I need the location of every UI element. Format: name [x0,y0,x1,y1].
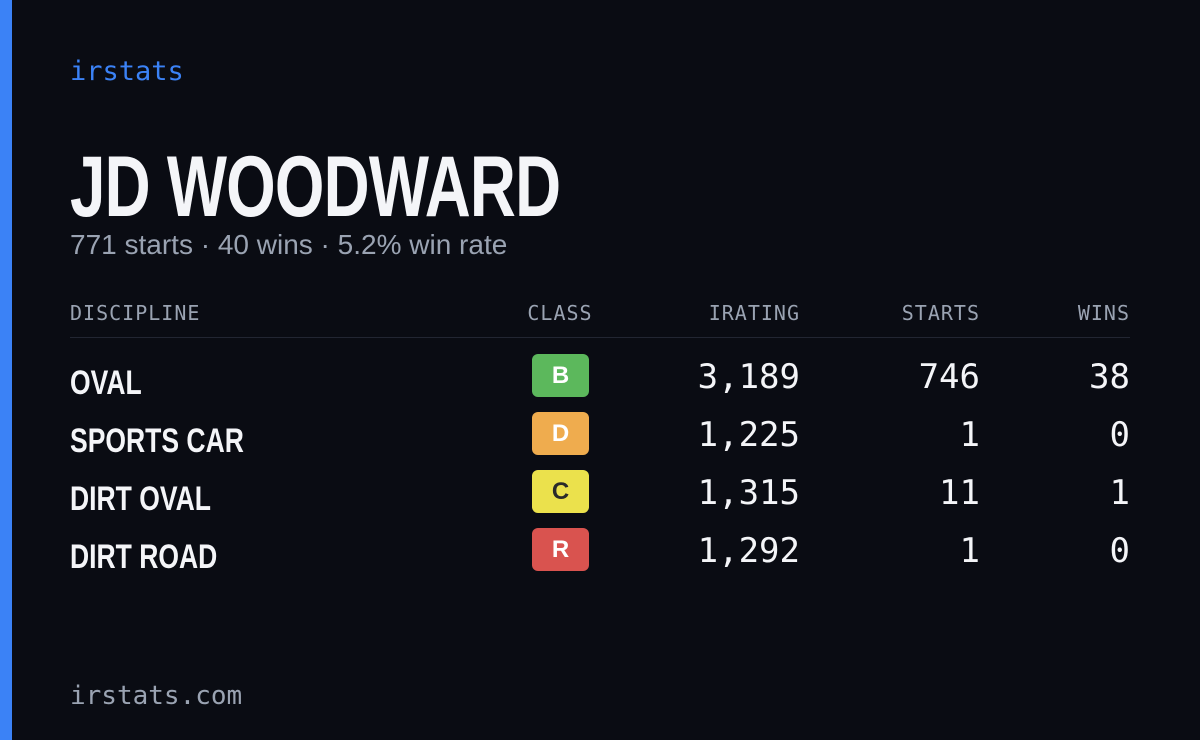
starts: 11 [939,473,980,513]
starts: 746 [918,357,980,397]
player-summary: 771 starts · 40 wins · 5.2% win rate [70,229,508,260]
accent-bar [0,0,12,740]
footer: irstats.com [70,681,243,711]
class-badge: D [532,412,589,455]
irating: 1,315 [697,473,800,513]
column-header: DISCIPLINE [70,301,201,325]
irating: 1,225 [697,415,800,455]
discipline: SPORTS CAR [70,422,244,460]
wins: 0 [1109,415,1130,455]
discipline: OVAL [70,364,142,402]
starts: 1 [959,415,980,455]
discipline: DIRT OVAL [70,480,211,518]
irating: 3,189 [697,357,800,397]
column-header: STARTS [901,301,980,325]
irating: 1,292 [697,531,800,571]
starts: 1 [959,531,980,571]
wins: 0 [1109,531,1130,571]
class-badge: B [532,354,589,397]
brand: irstats [70,56,184,87]
discipline: DIRT ROAD [70,538,218,576]
player-name: JD WOODWARD [70,139,561,235]
column-header: WINS [1077,301,1130,325]
header-rule [70,337,1130,338]
column-header: CLASS [527,301,593,325]
column-header: IRATING [708,301,800,325]
wins: 38 [1089,357,1130,397]
class-badge: R [532,528,589,571]
class-badge: C [532,470,589,513]
wins: 1 [1109,473,1130,513]
